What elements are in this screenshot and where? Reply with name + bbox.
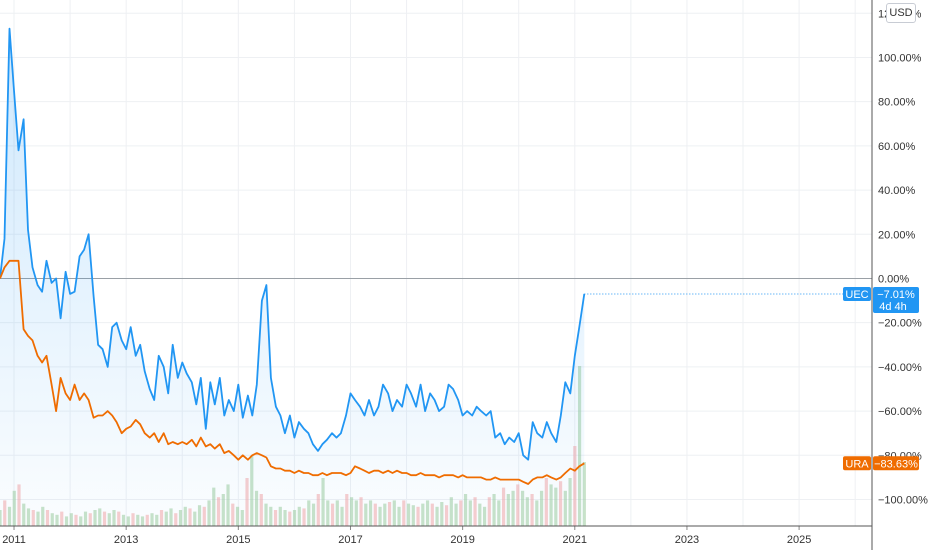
y-tick-label: 0.00% (878, 273, 909, 285)
y-tick-label: 40.00% (878, 185, 916, 197)
currency-button[interactable]: USD (886, 3, 916, 23)
countdown-text: 4d 4h (879, 301, 907, 313)
x-tick-label: 2023 (675, 534, 699, 546)
area-fill (0, 28, 585, 526)
series-line-ura (0, 259, 585, 485)
y-tick-label: −60.00% (878, 406, 922, 418)
series-lines (0, 27, 586, 485)
volume-bar (582, 462, 586, 526)
y-tick-label: 60.00% (878, 141, 916, 153)
series-name: URA (845, 458, 869, 470)
series-name: UEC (845, 289, 868, 301)
last-value-labels: UEC −7.01%4d 4h URA −83.63% (584, 286, 919, 471)
series-tag-ura (843, 456, 871, 471)
last-value-badge (873, 286, 919, 313)
x-tick-label: 2011 (2, 534, 26, 546)
last-value-badge (873, 456, 919, 471)
y-tick-label: 80.00% (878, 97, 916, 109)
y-tick-label: 100.00% (878, 52, 922, 64)
x-tick-label: 2019 (450, 534, 474, 546)
series-line-uec (0, 27, 586, 461)
y-tick-label: 20.00% (878, 229, 916, 241)
series-tag-uec (843, 286, 871, 301)
x-tick-label: 2021 (563, 534, 587, 546)
x-tick-label: 2015 (226, 534, 250, 546)
x-tick-label: 2013 (114, 534, 138, 546)
x-tick-label: 2025 (787, 534, 811, 546)
y-tick-label: −100.00% (878, 494, 928, 506)
last-value-text: −83.63% (874, 458, 918, 470)
series-area-uec (0, 28, 585, 526)
y-tick-label: −20.00% (878, 318, 922, 330)
y-tick-label: −40.00% (878, 362, 922, 374)
x-tick-label: 2017 (338, 534, 362, 546)
last-value-text: −7.01% (877, 289, 915, 301)
